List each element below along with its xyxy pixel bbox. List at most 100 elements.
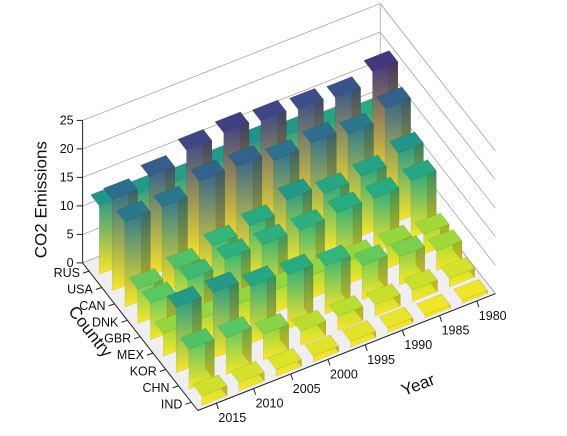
bar-CHN-1985 bbox=[402, 268, 438, 302]
bar-top-face bbox=[152, 185, 188, 208]
bar-top-face bbox=[278, 253, 314, 276]
bar-top-face bbox=[166, 285, 202, 308]
country-tick-label: DNK bbox=[92, 315, 119, 329]
z-tick-label: 10 bbox=[60, 199, 74, 213]
year-tick-mark bbox=[476, 300, 480, 308]
year-tick-mark bbox=[439, 315, 443, 322]
bar-top-face bbox=[216, 316, 252, 338]
bar-top-face bbox=[141, 281, 177, 304]
year-tick-mark bbox=[401, 330, 405, 337]
bar-top-face bbox=[241, 265, 277, 287]
z-tick-label: 15 bbox=[60, 170, 74, 184]
country-tick-label: RUS bbox=[54, 266, 80, 280]
bar-CHN-2010 bbox=[216, 315, 252, 375]
bar-top-face bbox=[301, 121, 337, 144]
bar-top-face bbox=[204, 271, 240, 293]
bar-top-face bbox=[352, 244, 388, 266]
bar-top-face bbox=[140, 154, 176, 177]
bar-top-face bbox=[202, 224, 238, 247]
bar-top-face bbox=[128, 267, 164, 290]
year-tick-mark bbox=[253, 388, 257, 395]
bar-top-face bbox=[452, 279, 488, 301]
country-tick-label: GBR bbox=[104, 332, 131, 346]
country-tick-mark bbox=[134, 336, 141, 340]
bar-top-face bbox=[388, 131, 424, 154]
bar-top-face bbox=[415, 293, 451, 316]
bar-top-face bbox=[102, 178, 138, 200]
bar-top-face bbox=[215, 238, 251, 260]
bar-CHN-1980 bbox=[440, 256, 476, 288]
bar-top-face bbox=[115, 200, 151, 222]
bar-top-face bbox=[341, 320, 377, 342]
bar-top-face bbox=[229, 360, 265, 383]
bar-CHN-1995 bbox=[328, 294, 364, 332]
bar-top-face bbox=[363, 50, 399, 73]
country-axis-line bbox=[82, 262, 199, 411]
year-tick-mark bbox=[290, 373, 294, 381]
bar-top-face bbox=[178, 258, 214, 281]
bar-CHN-2005 bbox=[254, 312, 290, 361]
country-tick-label: KOR bbox=[130, 365, 157, 379]
country-tick-mark bbox=[159, 369, 166, 372]
bar-top-face bbox=[190, 159, 226, 182]
bar-top-face bbox=[390, 235, 426, 257]
country-tick-mark bbox=[108, 303, 115, 307]
bar-top-face bbox=[192, 374, 228, 397]
bar-top-face bbox=[177, 128, 213, 151]
bar-top-face bbox=[365, 283, 401, 306]
z-tick-label: 25 bbox=[60, 113, 74, 127]
country-tick-label: IND bbox=[161, 397, 183, 411]
bar-IND-2015 bbox=[192, 374, 228, 406]
bar-top-face bbox=[266, 348, 302, 370]
bar-top-face bbox=[214, 111, 250, 134]
bar-top-face bbox=[264, 138, 300, 161]
year-tick-label: 2000 bbox=[330, 367, 358, 381]
z-tick-label: 0 bbox=[67, 256, 74, 270]
year-axis-line bbox=[197, 293, 496, 411]
bar-top-face bbox=[227, 145, 263, 167]
bar-CHN-2015 bbox=[179, 327, 215, 390]
z-tick-label: 20 bbox=[60, 142, 74, 156]
bar-top-face bbox=[351, 154, 387, 177]
bar-IND-2005 bbox=[266, 347, 302, 377]
bar-top-face bbox=[291, 309, 327, 332]
bar-top-face bbox=[364, 176, 400, 199]
bar-top-face bbox=[254, 312, 290, 335]
bar-IND-1990 bbox=[378, 306, 414, 333]
country-tick-mark bbox=[172, 385, 179, 389]
country-tick-mark bbox=[185, 401, 192, 405]
bar-top-face bbox=[290, 208, 326, 231]
bar-KOR-1985 bbox=[390, 234, 426, 286]
bar-top-face bbox=[327, 191, 363, 214]
year-tick-mark bbox=[327, 359, 331, 366]
bar-top-face bbox=[252, 223, 288, 246]
bars-layer bbox=[90, 49, 488, 406]
bar-IND-1995 bbox=[341, 319, 377, 348]
country-tick-label: MEX bbox=[117, 348, 145, 362]
country-tick-mark bbox=[95, 287, 102, 290]
bar-IND-1980 bbox=[452, 278, 488, 304]
axes-layer: 0 5 10 15 20 25 RUS USA CAN DNK GBR MEX KOR CHN IND 198… bbox=[54, 113, 507, 425]
year-tick-label: 1985 bbox=[442, 324, 470, 338]
bar-top-face bbox=[251, 99, 287, 122]
bar-top-face bbox=[402, 268, 438, 291]
year-tick-label: 1995 bbox=[367, 353, 395, 367]
year-tick-mark bbox=[364, 344, 368, 351]
bar-KOR-2000 bbox=[278, 252, 314, 330]
bar-top-face bbox=[338, 112, 374, 135]
bar-top-face bbox=[326, 76, 362, 99]
year-tick-label: 2005 bbox=[293, 382, 321, 396]
z-axis-title: CO2 Emissions bbox=[32, 141, 51, 258]
bar-top-face bbox=[304, 334, 340, 357]
country-tick-label: USA bbox=[67, 283, 93, 297]
year-tick-mark bbox=[215, 403, 219, 410]
bar-CHN-1990 bbox=[365, 282, 401, 317]
bar-top-face bbox=[315, 244, 351, 267]
bar-top-face bbox=[179, 327, 215, 350]
bar-IND-2000 bbox=[304, 334, 340, 363]
bar-top-face bbox=[377, 224, 413, 247]
country-tick-label: CHN bbox=[143, 381, 170, 395]
z-tick-label: 5 bbox=[67, 227, 74, 241]
